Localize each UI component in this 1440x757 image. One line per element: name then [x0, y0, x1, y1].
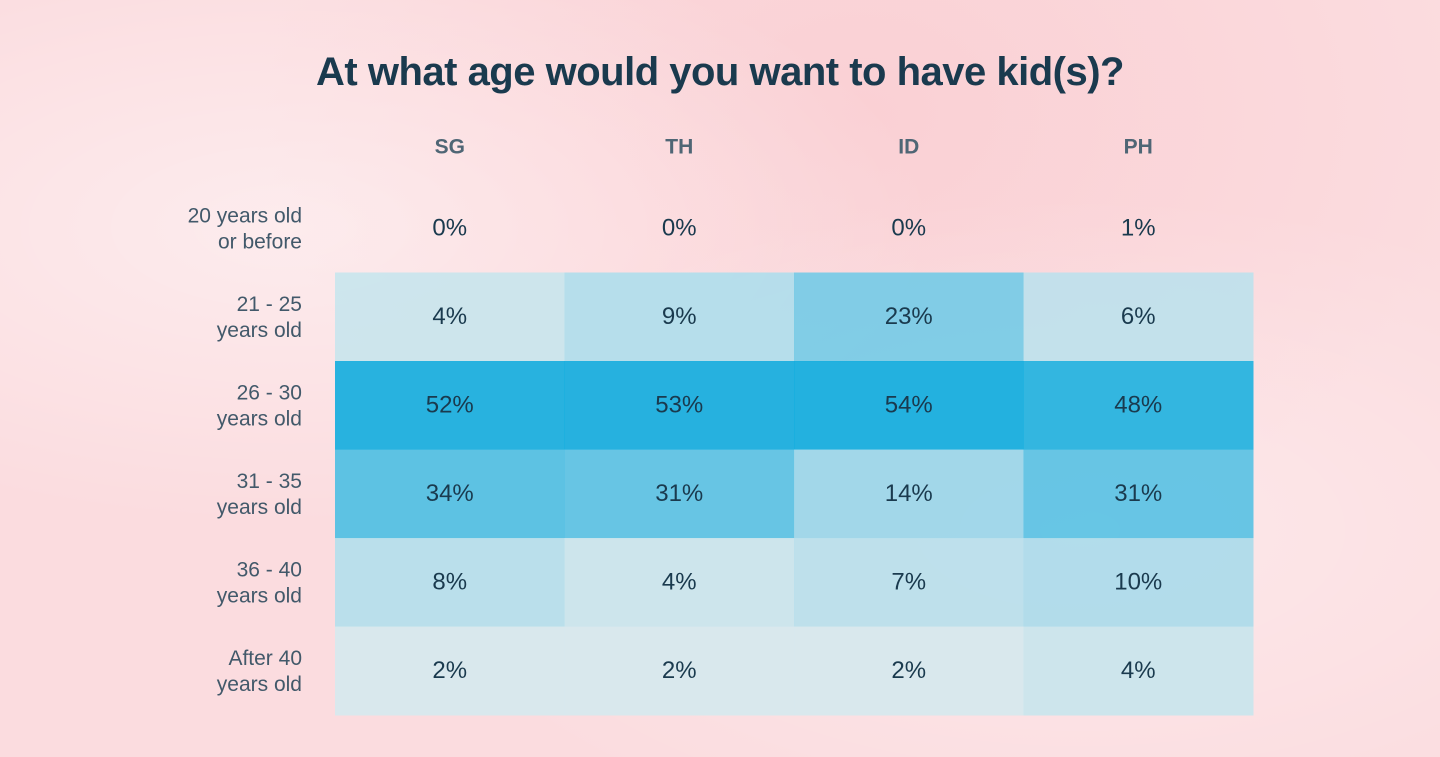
cell-value-label: 6%	[1121, 303, 1156, 330]
cell-value-label: 10%	[1114, 569, 1162, 596]
row-label: 26 - 30 years old	[217, 381, 302, 430]
cell-value-label: 48%	[1114, 392, 1162, 419]
row-label-line: years old	[217, 318, 302, 341]
column-header-id: ID	[898, 136, 919, 159]
heatmap-cell	[564, 449, 795, 539]
row-label-line: After 40	[228, 646, 302, 669]
heatmap-cell	[564, 361, 795, 450]
cell-value-label: 0%	[432, 215, 467, 242]
cell-value-label: 9%	[662, 303, 697, 330]
row-label-line: 26 - 30	[237, 381, 302, 404]
cell-value-label: 2%	[891, 657, 926, 684]
cell-value-label: 53%	[655, 392, 703, 419]
cell-value-label: 4%	[1121, 657, 1156, 684]
row-label-line: years old	[217, 584, 302, 607]
heatmap-cell	[335, 449, 565, 539]
cell-value-label: 34%	[426, 480, 474, 507]
row-label: 20 years old or before	[188, 204, 302, 253]
cell-value-label: 7%	[891, 569, 926, 596]
heatmap-cell	[1023, 538, 1254, 627]
cell-value-label: 1%	[1121, 215, 1156, 242]
column-header-sg: SG	[435, 136, 465, 159]
cell-value-label: 8%	[432, 569, 467, 596]
row-label-line: 36 - 40	[237, 558, 302, 581]
row-label: 31 - 35 years old	[217, 469, 302, 518]
row-label: 36 - 40 years old	[217, 558, 302, 607]
heatmap-cell	[794, 449, 1024, 539]
cell-value-label: 54%	[885, 392, 933, 419]
heatmap-cell	[564, 538, 795, 627]
cell-value-label: 0%	[662, 215, 697, 242]
row-label-line: 31 - 35	[237, 469, 302, 492]
row-label-line: 20 years old	[188, 204, 302, 227]
heatmap-cell	[794, 361, 1024, 450]
cell-value-label: 2%	[662, 657, 697, 684]
cell-value-label: 14%	[885, 480, 933, 507]
row-label-line: or before	[218, 230, 302, 253]
column-header-ph: PH	[1124, 136, 1153, 159]
column-header-th: TH	[665, 136, 693, 159]
cell-value-label: 0%	[891, 215, 926, 242]
row-label-line: 21 - 25	[237, 292, 302, 315]
heatmap-cell	[1023, 626, 1254, 716]
heatmap-cell	[794, 626, 1024, 716]
cell-value-label: 2%	[432, 657, 467, 684]
heatmap-cell	[335, 538, 565, 627]
heatmap-cell	[335, 626, 565, 716]
cell-value-label: 31%	[1114, 480, 1162, 507]
cell-value-label: 4%	[662, 569, 697, 596]
cell-value-label: 4%	[432, 303, 467, 330]
heatmap-cell	[794, 538, 1024, 627]
row-label: 21 - 25 years old	[217, 292, 302, 341]
cell-value-label: 23%	[885, 303, 933, 330]
cell-value-label: 52%	[426, 392, 474, 419]
cell-value-label: 31%	[655, 480, 703, 507]
heatmap-cell	[1023, 449, 1254, 539]
heatmap-cell	[335, 361, 565, 450]
heatmap-cell	[1023, 272, 1254, 362]
row-label-line: years old	[217, 407, 302, 430]
chart-title: At what age would you want to have kid(s…	[316, 50, 1124, 94]
row-label-line: years old	[217, 495, 302, 518]
row-label-line: years old	[217, 672, 302, 695]
heatmap-cell	[794, 272, 1024, 362]
heatmap-cell	[564, 272, 795, 362]
row-label: After 40 years old	[217, 646, 302, 695]
heatmap-cell	[335, 272, 565, 362]
heatmap-cell	[564, 626, 795, 716]
heatmap-cell	[1023, 361, 1254, 450]
